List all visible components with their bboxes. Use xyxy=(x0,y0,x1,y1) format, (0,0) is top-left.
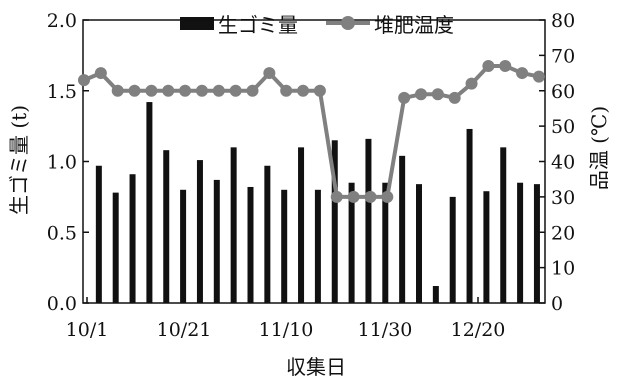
bar xyxy=(112,192,119,303)
bar xyxy=(163,150,170,303)
temperature-point xyxy=(179,84,192,97)
bar xyxy=(196,160,203,303)
left-tick-label: 2.0 xyxy=(47,10,77,32)
left-tick-label: 0.5 xyxy=(47,222,77,244)
bar xyxy=(365,138,372,303)
left-tick-label: 0.0 xyxy=(47,293,77,315)
right-tick-label: 60 xyxy=(551,81,575,103)
legend-swatch-bar xyxy=(180,17,214,30)
x-axis-title: 収集日 xyxy=(286,355,346,379)
x-tick-label: 11/30 xyxy=(358,319,413,341)
temperature-point xyxy=(482,59,495,72)
bar xyxy=(432,286,439,303)
temperature-point xyxy=(381,190,394,203)
bar xyxy=(348,182,355,303)
bar xyxy=(331,140,338,303)
axes: 0.0 0.5 1.0 1.5 2.0 0 10 20 30 40 50 60 70 80 10/1 10/2… xyxy=(7,10,611,379)
temperature-point xyxy=(94,67,107,80)
left-tick-label: 1.0 xyxy=(47,152,77,174)
right-tick-label: 20 xyxy=(551,222,575,244)
bar xyxy=(314,189,321,303)
temperature-point xyxy=(364,190,377,203)
temperature-point xyxy=(499,59,512,72)
temperature-point xyxy=(532,70,545,83)
bar xyxy=(517,182,524,303)
x-tick-label: 11/10 xyxy=(259,319,314,341)
bar xyxy=(399,155,406,303)
legend-label-line: 堆肥温度 xyxy=(374,13,454,37)
temperature-point xyxy=(398,91,411,104)
temperature-point xyxy=(195,84,208,97)
bar xyxy=(129,174,136,303)
temperature-point xyxy=(263,67,276,80)
bar xyxy=(213,179,220,303)
temperature-point xyxy=(229,84,242,97)
temperature-point xyxy=(448,91,461,104)
temperature-point xyxy=(246,84,259,97)
line-series xyxy=(78,59,545,203)
temperature-point xyxy=(162,84,175,97)
temperature-point xyxy=(212,84,225,97)
temperature-point xyxy=(280,84,293,97)
right-tick-label: 80 xyxy=(551,10,575,32)
right-tick-label: 70 xyxy=(551,45,575,67)
right-tick-label: 0 xyxy=(551,293,563,315)
temperature-point xyxy=(111,84,124,97)
legend: 生ゴミ量 堆肥温度 xyxy=(180,13,454,37)
right-tick-label: 40 xyxy=(551,152,575,174)
bar xyxy=(95,165,102,303)
temperature-point xyxy=(415,88,427,101)
bar xyxy=(281,189,288,303)
bar xyxy=(264,165,271,303)
temperature-point xyxy=(347,190,360,203)
bar xyxy=(466,128,473,303)
bar xyxy=(449,196,456,303)
bar xyxy=(180,189,187,303)
temperature-point xyxy=(330,190,343,203)
temperature-point xyxy=(145,84,158,97)
temperature-line xyxy=(83,64,540,199)
bar xyxy=(533,184,540,303)
bar xyxy=(416,184,422,303)
bar xyxy=(483,191,490,303)
legend-label-bar: 生ゴミ量 xyxy=(218,13,298,37)
bar xyxy=(500,147,507,303)
x-tick-label: 12/20 xyxy=(451,319,506,341)
left-tick-label: 1.5 xyxy=(47,81,77,103)
right-tick-label: 10 xyxy=(551,258,575,280)
temperature-point xyxy=(78,74,90,87)
x-tick-label: 10/1 xyxy=(66,319,109,341)
x-tick-label: 10/21 xyxy=(157,319,212,341)
left-axis-title: 生ゴミ量 (t) xyxy=(7,105,31,215)
temperature-point xyxy=(465,77,478,90)
temperature-point xyxy=(431,88,444,101)
temperature-point xyxy=(516,67,529,80)
temperature-point xyxy=(313,84,326,97)
bar xyxy=(230,147,237,303)
bar xyxy=(382,182,389,303)
legend-swatch-marker xyxy=(341,16,355,30)
right-tick-label: 30 xyxy=(551,187,575,209)
bar xyxy=(298,147,305,303)
bar-series xyxy=(95,102,540,303)
bar xyxy=(146,102,153,303)
temperature-point xyxy=(128,84,141,97)
temperature-point xyxy=(297,84,310,97)
right-axis-title: 品温 (℃) xyxy=(587,106,611,190)
right-tick-label: 50 xyxy=(551,116,575,138)
bar xyxy=(247,186,254,303)
